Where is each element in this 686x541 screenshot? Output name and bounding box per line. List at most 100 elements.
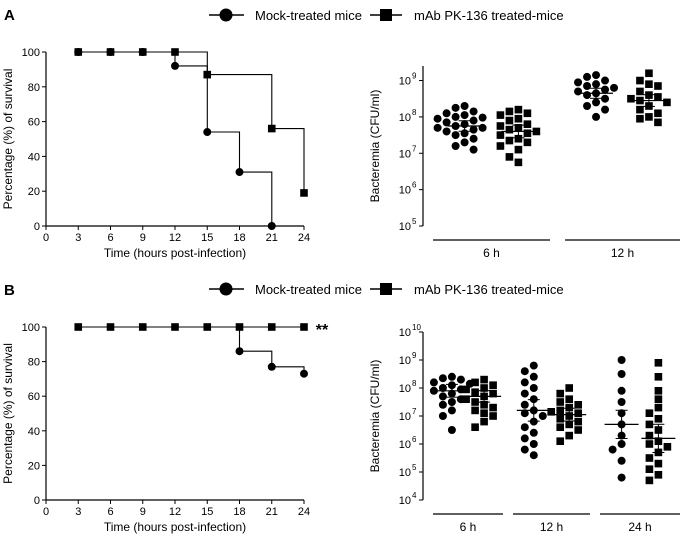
bacteremia-point-mock: [583, 91, 592, 100]
bacteremia-point-mock: [469, 107, 478, 116]
y-tick-label: 60: [28, 391, 40, 403]
bacteremia-point-mock: [438, 374, 447, 383]
bacteremia-point-mock: [520, 445, 529, 454]
bacteremia-point-mock: [617, 398, 626, 406]
bacteremia-point-mab: [489, 381, 497, 389]
bacteremia-point-mock: [520, 400, 529, 409]
y-tick-label: 10: [399, 411, 411, 423]
survival-point-mock: [171, 61, 179, 70]
legend-mock-label: Mock-treated mice: [255, 8, 362, 23]
bacteremia-point-mab: [565, 403, 574, 412]
legend-mab-label: mAb PK-136 treated-mice: [414, 8, 564, 23]
survival-point-mock: [235, 347, 244, 356]
y-tick-exponent: 5: [412, 463, 417, 472]
survival-line-mab: [78, 51, 305, 193]
survival-point-mab: [203, 70, 212, 79]
bacteremia-point-mab: [663, 98, 671, 107]
bacteremia-point-mock: [529, 428, 538, 437]
group-label: 12 h: [611, 246, 634, 260]
bacteremia-point-mab: [505, 107, 514, 116]
bacteremia-point-mock: [592, 98, 601, 107]
bacteremia-point-mab: [654, 359, 663, 367]
bacteremia-point-mock: [538, 412, 547, 420]
legend-mock-marker: [219, 282, 233, 296]
x-tick-label: 24: [298, 506, 310, 518]
group-label: 24 h: [628, 520, 651, 534]
panel-label-b: B: [4, 282, 15, 299]
bacteremia-point-mab: [471, 378, 479, 387]
bacteremia-point-mab: [556, 423, 565, 431]
bacteremia-point-mock: [433, 123, 442, 132]
bacteremia-point-mock: [442, 118, 451, 127]
x-tick-label: 9: [140, 232, 146, 244]
y-tick-exponent: 8: [412, 379, 417, 388]
bacteremia-point-mock: [451, 131, 460, 140]
y-tick-label: 20: [28, 460, 40, 472]
bacteremia-point-mab: [514, 114, 523, 123]
bacteremia-point-mab: [645, 69, 653, 78]
panel-label-a: A: [4, 7, 15, 24]
y-tick-label: 40: [28, 151, 40, 163]
bacteremia-point-mab: [471, 406, 479, 415]
y-axis-label: Bacteremia (CFU/ml): [368, 360, 382, 473]
x-tick-label: 18: [233, 506, 245, 518]
bacteremia-point-mock: [460, 111, 469, 120]
y-tick-label: 10: [399, 383, 411, 395]
y-tick-label: 10: [399, 327, 411, 339]
bacteremia-point-mock: [451, 112, 460, 121]
bacteremia-point-mab: [523, 129, 532, 138]
bacteremia-point-mock: [583, 82, 592, 90]
y-tick-label: 10: [399, 148, 411, 160]
bacteremia-point-mock: [583, 72, 592, 81]
survival-point-mab: [138, 323, 147, 331]
bacteremia-point-mab: [565, 395, 574, 403]
bacteremia-point-mab: [654, 415, 663, 423]
y-tick-exponent: 6: [412, 435, 417, 444]
bacteremia-point-mab: [654, 82, 662, 90]
bacteremia-point-mab: [636, 105, 644, 114]
bacteremia-point-mab: [654, 387, 663, 395]
bacteremia-point-mab: [505, 116, 514, 125]
bacteremia-point-mock: [447, 406, 456, 415]
bacteremia-point-mab: [496, 111, 505, 119]
x-tick-label: 15: [201, 506, 213, 518]
bacteremia-point-mab: [654, 118, 662, 127]
y-tick-exponent: 9: [412, 72, 417, 81]
y-tick-exponent: 9: [412, 351, 417, 360]
survival-point-mab: [235, 323, 244, 331]
significance-annotation: **: [316, 322, 329, 339]
bacteremia-point-mab: [489, 403, 497, 412]
bacteremia-point-mab: [556, 389, 565, 398]
bacteremia-point-mab: [556, 406, 565, 415]
bacteremia-point-mab: [489, 412, 497, 420]
x-tick-label: 0: [43, 506, 49, 518]
bacteremia-point-mock: [617, 440, 626, 448]
x-tick-label: 0: [43, 232, 49, 244]
bacteremia-point-mab: [471, 423, 479, 431]
y-tick-label: 100: [22, 47, 40, 59]
bacteremia-point-mab: [480, 401, 488, 409]
x-axis-label: Time (hours post-infection): [104, 520, 246, 534]
bacteremia-point-mock: [608, 445, 617, 454]
bacteremia-point-mab: [565, 431, 574, 440]
bacteremia-point-mock: [478, 123, 487, 132]
bacteremia-point-mock: [447, 372, 456, 381]
bacteremia-point-mab: [471, 398, 479, 406]
bacteremia-point-mock: [433, 114, 442, 123]
legend-mab-marker: [380, 9, 392, 21]
bacteremia-point-mab: [574, 417, 583, 426]
bacteremia-point-mab: [523, 109, 532, 118]
y-axis-label: Bacteremia (CFU/ml): [368, 90, 382, 203]
bacteremia-point-mock: [429, 378, 438, 387]
bacteremia-point-mock: [617, 370, 626, 378]
bacteremia-point-mock: [617, 456, 626, 465]
survival-point-mab: [74, 323, 83, 331]
y-tick-label: 10: [399, 112, 411, 124]
bacteremia-point-mock: [529, 440, 538, 448]
bacteremia-point-mab: [556, 398, 565, 406]
bacteremia-point-mab: [514, 134, 523, 143]
y-tick-exponent: 8: [412, 108, 417, 117]
bacteremia-point-mab: [636, 76, 644, 85]
bacteremia-point-mab: [654, 403, 663, 412]
